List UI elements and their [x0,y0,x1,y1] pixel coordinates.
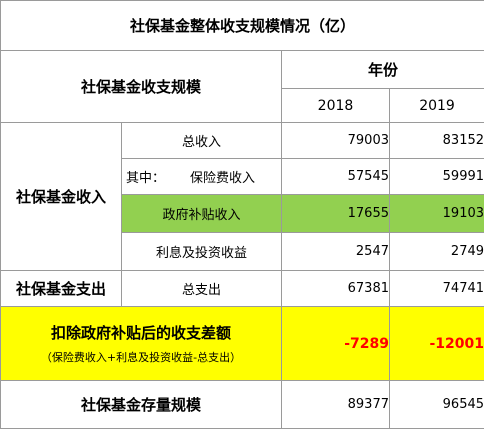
stock-label: 社保基金存量规模 [1,381,282,429]
total-income-2018: 79003 [282,123,390,159]
total-income-2019: 83152 [390,123,484,159]
year-label: 年份 [282,51,484,89]
row-label-gov-subsidy: 政府补贴收入 [122,195,282,233]
interest-investment-2018: 2547 [282,233,390,271]
row-label-interest-investment: 利息及投资收益 [122,233,282,271]
header-row-1: 社保基金收支规模 年份 [1,51,484,89]
table-row: 社保基金收入 总收入 79003 83152 [1,123,484,159]
year-2019: 2019 [390,89,484,123]
table-row: 社保基金存量规模 89377 96545 [1,381,484,429]
table-title: 社保基金整体收支规模情况（亿） [1,1,484,51]
table-row: 扣除政府补贴后的收支差额 （保险费收入+利息及投资收益-总支出） -7289 -… [1,307,484,381]
row-label-total-expense: 总支出 [122,271,282,307]
row-label-total-income: 总收入 [122,123,282,159]
stock-2019: 96545 [390,381,484,429]
difference-label: 扣除政府补贴后的收支差额 [1,322,281,343]
total-expense-2019: 74741 [390,271,484,307]
premium-income-2019: 59991 [390,159,484,195]
gov-subsidy-2019: 19103 [390,195,484,233]
stock-2018: 89377 [282,381,390,429]
row-label-premium-income: 其中： 保险费收入 [122,159,282,195]
income-section-label: 社保基金收入 [1,123,122,271]
year-2018: 2018 [282,89,390,123]
scale-label: 社保基金收支规模 [1,51,282,123]
title-row: 社保基金整体收支规模情况（亿） [1,1,484,51]
prefix-among: 其中： [126,167,182,186]
expense-section-label: 社保基金支出 [1,271,122,307]
gov-subsidy-2018: 17655 [282,195,390,233]
difference-2019: -12001 [390,307,484,381]
difference-2018: -7289 [282,307,390,381]
premium-income-2018: 57545 [282,159,390,195]
table-row: 社保基金支出 总支出 67381 74741 [1,271,484,307]
total-expense-2018: 67381 [282,271,390,307]
difference-label-cell: 扣除政府补贴后的收支差额 （保险费收入+利息及投资收益-总支出） [1,307,282,381]
difference-formula: （保险费收入+利息及投资收益-总支出） [1,349,281,365]
interest-investment-2019: 2749 [390,233,484,271]
premium-income-label: 保险费收入 [182,167,281,186]
